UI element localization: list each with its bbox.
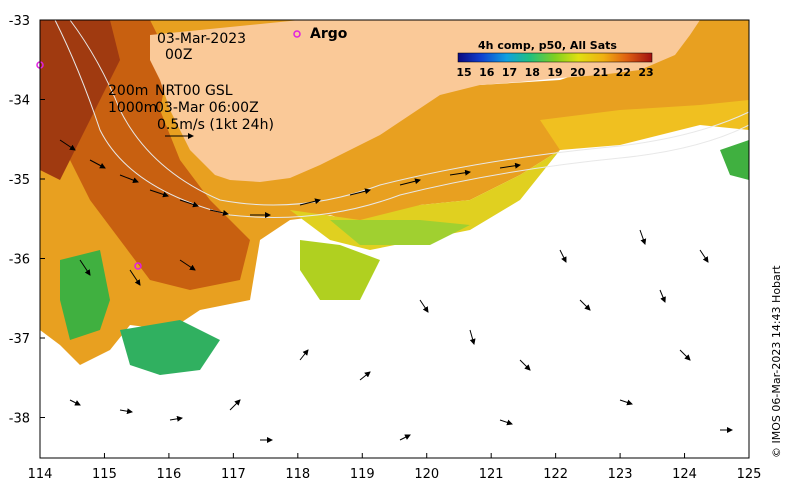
lon-tick-label: 122 <box>543 467 568 482</box>
lat-tick-label: -34 <box>9 94 30 109</box>
colorbar-tick-label: 18 <box>525 66 540 79</box>
argo-float-marker <box>134 262 142 270</box>
lat-tick-label: -36 <box>9 253 30 268</box>
colorbar-ticks: 15 16 17 18 19 20 21 22 23 <box>456 66 653 79</box>
credit-text: © IMOS 06-Mar-2023 14:43 Hobart <box>770 265 783 458</box>
colorbar <box>457 52 653 63</box>
lon-tick-label: 115 <box>92 467 117 482</box>
colorbar-tick-label: 22 <box>616 66 631 79</box>
depth-contours <box>54 19 750 218</box>
lon-tick-label: 123 <box>608 467 633 482</box>
colorbar-tick-label: 20 <box>570 66 586 79</box>
lon-tick-label: 121 <box>479 467 504 482</box>
colorbar-tick-label: 17 <box>502 66 517 79</box>
date-line-1: 03-Mar-2023 <box>157 31 246 47</box>
date-line-2: 00Z <box>165 47 192 63</box>
current-time-label: 03-Mar 06:00Z <box>155 100 259 116</box>
lon-tick-label: 120 <box>414 467 439 482</box>
lon-tick-label: 124 <box>672 467 697 482</box>
latitude-axis: -33 -34 -35 -36 -37 -38 <box>9 14 45 427</box>
scale-arrow-label: 0.5m/s (1kt 24h) <box>157 117 274 133</box>
longitude-axis: 114 115 116 117 118 119 120 121 122 123 124 125 <box>28 453 762 482</box>
argo-legend-marker <box>293 30 301 38</box>
lon-tick-label: 125 <box>737 467 762 482</box>
colorbar-tick-label: 16 <box>479 66 495 79</box>
lat-tick-label: -35 <box>9 173 30 188</box>
colorbar-tick-label: 23 <box>638 66 653 79</box>
lon-tick-label: 118 <box>285 467 310 482</box>
lon-tick-label: 117 <box>221 467 246 482</box>
colorbar-tick-label: 21 <box>593 66 608 79</box>
lon-tick-label: 119 <box>350 467 375 482</box>
current-product-label: NRT00 GSL <box>155 83 233 99</box>
lat-tick-label: -38 <box>9 412 30 427</box>
lon-tick-label: 116 <box>156 467 181 482</box>
lat-tick-label: -33 <box>9 14 30 29</box>
contour-200-label: 200m <box>108 83 148 99</box>
colorbar-title: 4h comp, p50, All Sats <box>478 39 617 52</box>
argo-label: Argo <box>310 26 348 42</box>
lon-tick-label: 114 <box>28 467 53 482</box>
colorbar-tick-label: 19 <box>547 66 562 79</box>
plot-frame <box>39 19 750 459</box>
contour-1000-label: 1000m <box>108 100 157 116</box>
current-vectors <box>59 139 733 443</box>
lat-tick-label: -37 <box>9 332 30 347</box>
colorbar-tick-label: 15 <box>456 66 471 79</box>
